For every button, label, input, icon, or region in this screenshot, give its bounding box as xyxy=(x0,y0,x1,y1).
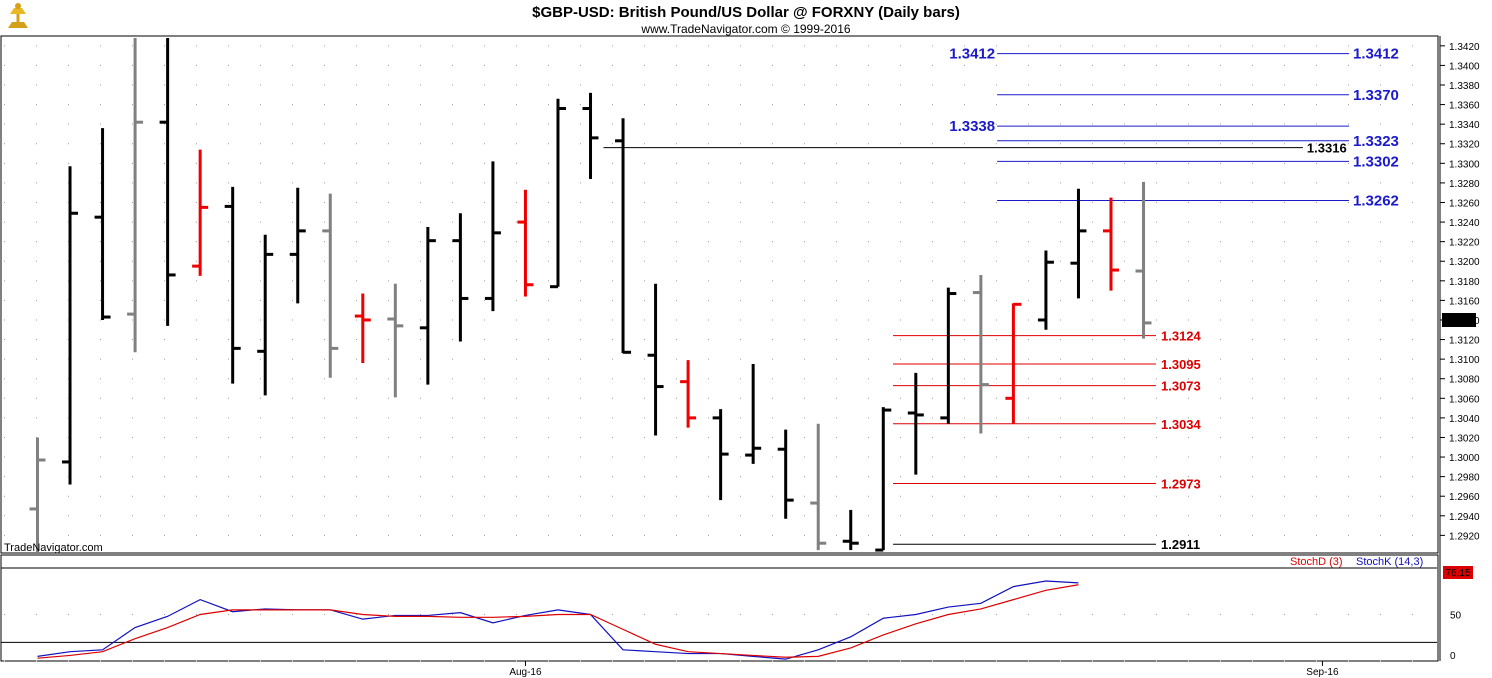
ohlc-bar xyxy=(1102,197,1119,291)
stochastic-panel xyxy=(0,554,1439,662)
level-label: 1.3323 xyxy=(1353,133,1399,150)
level-left-label: 1.3412 xyxy=(949,46,995,63)
ohlc-bar xyxy=(1005,302,1022,424)
ohlc-bar xyxy=(354,293,371,364)
ohlc-bar xyxy=(387,283,404,398)
price-tick-label: 1.3420 xyxy=(1449,42,1480,53)
level-label: 1.3262 xyxy=(1353,193,1399,210)
price-tick-label: 1.3200 xyxy=(1449,257,1480,268)
stoch-tick-label: 50 xyxy=(1450,611,1462,622)
stoch-last-badge: 76.15 xyxy=(1443,566,1473,579)
date-tick-label: Sep-16 xyxy=(1306,667,1339,678)
price-tick-label: 1.3300 xyxy=(1449,159,1480,170)
date-axis: Aug-16 Sep-16 xyxy=(509,661,1339,678)
ohlc-bar xyxy=(419,226,436,385)
price-tick-label: 1.3280 xyxy=(1449,179,1480,190)
price-tick-label: 1.3380 xyxy=(1449,81,1480,92)
ohlc-bar xyxy=(549,98,566,289)
price-tick-label: 1.3120 xyxy=(1449,336,1480,347)
ohlc-bar xyxy=(1037,250,1054,330)
level-left-label: 1.3338 xyxy=(949,118,995,135)
last-price-badge: 1.3136 xyxy=(1442,313,1476,327)
ohlc-bar xyxy=(484,161,501,312)
ohlc-bar xyxy=(289,187,306,304)
level-label: 1.3124 xyxy=(1161,329,1202,344)
logo-icon xyxy=(4,2,32,32)
ohlc-bar xyxy=(1135,181,1152,339)
stoch-last-label: 76.15 xyxy=(1445,568,1470,579)
price-tick-label: 1.3060 xyxy=(1449,394,1480,405)
price-tick-label: 1.3340 xyxy=(1449,120,1480,131)
ohlc-bar xyxy=(615,118,632,354)
price-tick-label: 1.3020 xyxy=(1449,433,1480,444)
price-tick-label: 1.3080 xyxy=(1449,375,1480,386)
level-label: 1.3302 xyxy=(1353,153,1399,170)
ohlc-bar xyxy=(29,437,46,553)
level-label: 1.2911 xyxy=(1161,537,1200,552)
ohlc-bar xyxy=(322,193,339,378)
level-label: 1.3034 xyxy=(1161,417,1202,432)
price-tick-label: 1.3360 xyxy=(1449,101,1480,112)
price-axis: 1.3420 1.3400 1.3380 1.3360 1.3340 1.3320 1.33… xyxy=(1440,42,1480,542)
level-label: 1.3095 xyxy=(1161,357,1201,372)
ohlc-bar xyxy=(257,234,274,396)
ohlc-bar xyxy=(224,186,241,384)
stoch-series-line xyxy=(37,584,1079,659)
price-tick-label: 1.3320 xyxy=(1449,140,1480,151)
ohlc-bar xyxy=(647,283,664,436)
ohlc-bar xyxy=(875,407,892,552)
ohlc-bar xyxy=(842,509,859,551)
chart-subtitle: www.TradeNavigator.com © 1999-2016 xyxy=(640,22,850,36)
legend-stochk: StochK (14,3) xyxy=(1356,556,1423,568)
date-tick-label: Aug-16 xyxy=(509,667,542,678)
ohlc-bar xyxy=(745,364,762,464)
watermark: TradeNavigator.com xyxy=(4,542,103,554)
last-price-label: 1.3136 xyxy=(1444,316,1475,327)
stochastic-grid xyxy=(1,567,1437,662)
ohlc-bar xyxy=(517,189,534,297)
level-label: 1.3073 xyxy=(1161,379,1201,394)
ohlc-bar xyxy=(127,38,144,353)
price-tick-label: 1.3180 xyxy=(1449,277,1480,288)
stochastic-axis: 50 0 xyxy=(1450,611,1462,663)
ohlc-bar xyxy=(62,166,79,485)
ohlc-bar xyxy=(940,287,957,424)
price-tick-label: 1.3040 xyxy=(1449,414,1480,425)
price-tick-label: 1.3220 xyxy=(1449,238,1480,249)
price-tick-label: 1.2980 xyxy=(1449,473,1480,484)
level-label: 1.3412 xyxy=(1353,46,1399,63)
stoch-series-line xyxy=(37,580,1079,660)
ohlc-bar xyxy=(777,429,794,519)
price-tick-label: 1.3400 xyxy=(1449,61,1480,72)
ohlc-bar xyxy=(94,128,111,320)
level-label: 1.3316 xyxy=(1307,141,1347,156)
ohlc-bar xyxy=(712,409,729,501)
ohlc-bar xyxy=(907,372,924,475)
stochastic-lines xyxy=(37,580,1079,660)
ohlc-bars xyxy=(29,38,1152,553)
ohlc-bar xyxy=(972,274,989,434)
price-tick-label: 1.3000 xyxy=(1449,453,1480,464)
ohlc-bar xyxy=(1070,188,1087,299)
price-tick-label: 1.3260 xyxy=(1449,198,1480,209)
legend-stochd: StochD (3) xyxy=(1290,556,1343,568)
price-tick-label: 1.3100 xyxy=(1449,355,1480,366)
chart-title: $GBP-USD: British Pound/US Dollar @ FORX… xyxy=(532,4,960,21)
level-label: 1.3370 xyxy=(1353,87,1399,104)
ohlc-bar xyxy=(192,149,209,276)
price-levels: 1.3412 1.3412 1.3370 1.3338 1.3323 1.3302 1.32… xyxy=(603,46,1399,552)
ohlc-bar xyxy=(159,38,176,326)
price-tick-label: 1.2920 xyxy=(1449,531,1480,542)
price-tick-label: 1.2940 xyxy=(1449,512,1480,523)
ohlc-bar xyxy=(452,213,469,342)
price-tick-label: 1.3240 xyxy=(1449,218,1480,229)
price-tick-label: 1.2960 xyxy=(1449,492,1480,503)
ohlc-bar xyxy=(582,92,599,179)
stoch-tick-label: 0 xyxy=(1450,651,1456,662)
level-label: 1.2973 xyxy=(1161,476,1201,491)
ohlc-bar xyxy=(680,360,697,428)
price-tick-label: 1.3160 xyxy=(1449,296,1480,307)
ohlc-bar xyxy=(810,423,827,551)
